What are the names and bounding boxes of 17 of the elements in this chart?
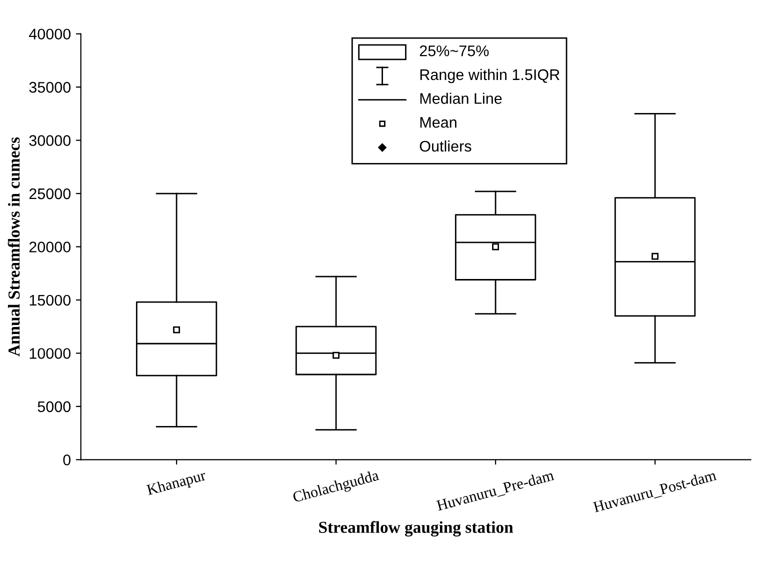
y-tick-label: 5000: [38, 401, 71, 412]
y-tick-label: 40000: [29, 28, 71, 40]
y-tick-label: 35000: [29, 82, 71, 93]
y-tick-label: 30000: [29, 135, 71, 146]
annotation: 25%~75%: [420, 45, 489, 56]
annotation: Range within 1.5IQR: [420, 68, 560, 84]
annotation: Outliers: [420, 140, 472, 152]
annotation: Median Line: [420, 92, 502, 104]
y-axis-title: Annual Streamflows in cumecs: [8, 137, 20, 356]
y-tick-label: 15000: [30, 294, 71, 306]
annotation: Mean: [420, 117, 456, 128]
y-tick-label: 20000: [29, 242, 71, 252]
x-tick-label: Khanapur: [146, 469, 208, 498]
y-tick-label: 0: [63, 454, 71, 466]
y-tick-label: 25000: [29, 188, 71, 200]
y-tick-label: 10000: [30, 348, 71, 359]
x-axis-title: Streamflow gauging station: [319, 521, 514, 536]
